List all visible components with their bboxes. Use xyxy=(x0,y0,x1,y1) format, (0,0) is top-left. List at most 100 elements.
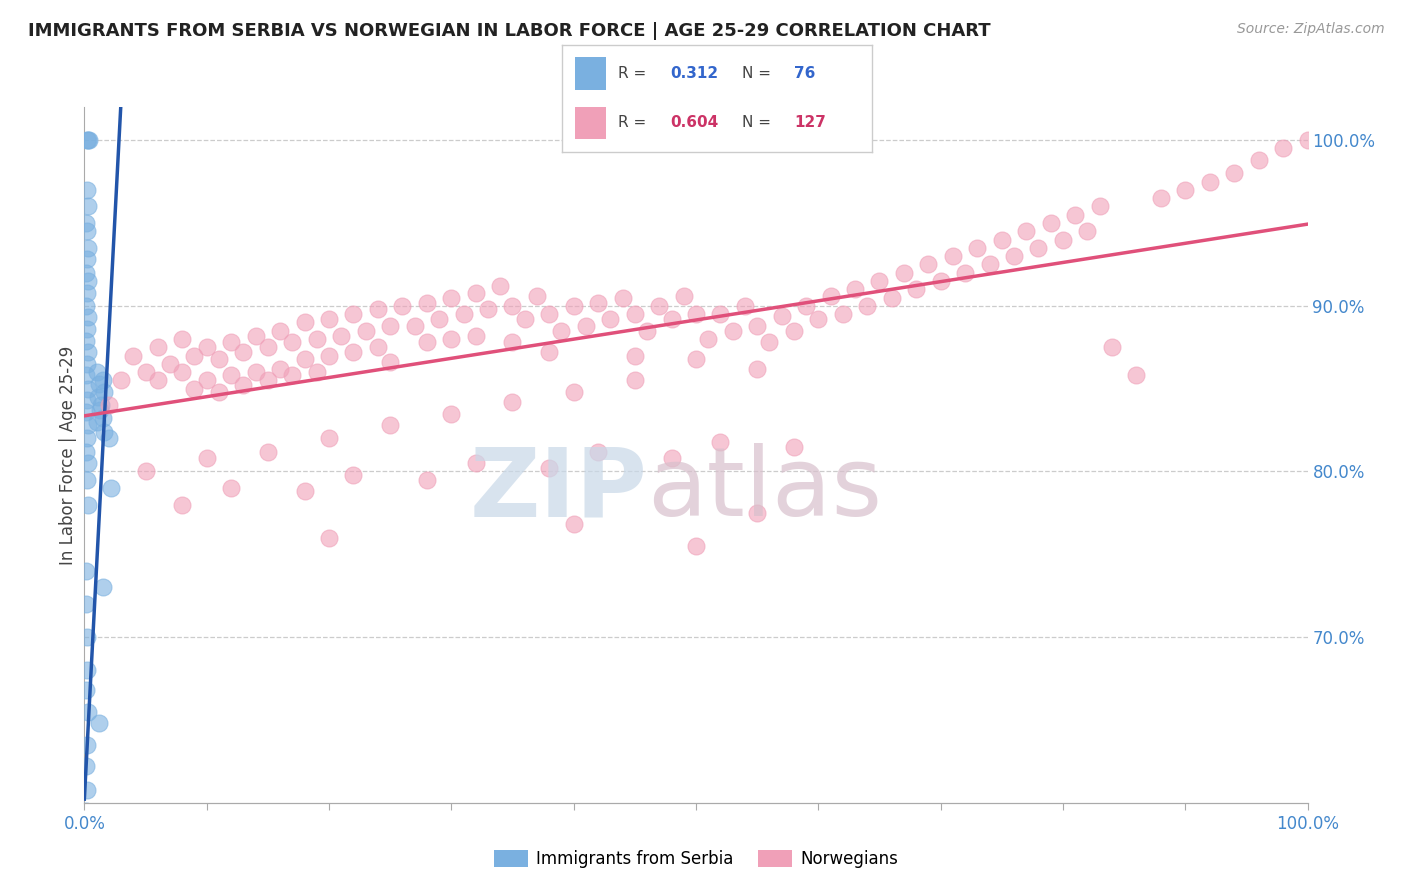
Point xyxy=(991,233,1014,247)
Point xyxy=(856,299,879,313)
Point xyxy=(76,738,98,752)
Text: ZIP: ZIP xyxy=(470,443,647,536)
Point xyxy=(183,382,205,396)
Point xyxy=(440,407,463,421)
Point xyxy=(489,279,512,293)
Point xyxy=(966,241,988,255)
Point xyxy=(77,241,100,255)
Point xyxy=(1088,199,1111,213)
Point xyxy=(1247,153,1270,167)
Point xyxy=(721,324,744,338)
Point xyxy=(550,324,572,338)
Point xyxy=(440,332,463,346)
Point xyxy=(75,334,97,348)
Point xyxy=(135,465,157,479)
Point xyxy=(318,349,340,363)
Point xyxy=(636,324,658,338)
Text: R =: R = xyxy=(619,115,651,130)
Point xyxy=(367,340,389,354)
Point xyxy=(75,444,97,458)
Point xyxy=(294,484,316,499)
Point xyxy=(91,581,114,595)
Point xyxy=(380,418,402,433)
Point xyxy=(91,411,114,425)
Point xyxy=(783,440,806,454)
Point xyxy=(747,506,769,520)
Point xyxy=(820,289,842,303)
Point xyxy=(135,365,157,379)
Point xyxy=(844,282,866,296)
Point xyxy=(305,332,328,346)
Point xyxy=(245,328,267,343)
Point xyxy=(146,373,169,387)
Point xyxy=(219,335,242,350)
Point xyxy=(89,403,111,417)
Bar xyxy=(575,107,606,139)
Point xyxy=(76,431,98,445)
Point xyxy=(281,368,304,383)
Point xyxy=(464,285,486,300)
Point xyxy=(538,461,561,475)
Point xyxy=(342,345,364,359)
Point xyxy=(380,318,402,333)
Point xyxy=(195,373,218,387)
Point xyxy=(624,349,647,363)
Point xyxy=(76,393,98,408)
Point xyxy=(831,307,853,321)
Point xyxy=(404,318,426,333)
Point xyxy=(562,517,585,532)
Point xyxy=(869,274,891,288)
Point xyxy=(172,498,194,512)
Point xyxy=(1174,183,1197,197)
Point xyxy=(87,716,110,731)
Point xyxy=(1101,340,1123,354)
Point xyxy=(75,804,97,818)
Point xyxy=(77,382,100,396)
Point xyxy=(342,467,364,482)
Point xyxy=(172,332,194,346)
Y-axis label: In Labor Force | Age 25-29: In Labor Force | Age 25-29 xyxy=(59,345,77,565)
Point xyxy=(783,324,806,338)
Point xyxy=(330,328,353,343)
Point xyxy=(1296,133,1319,147)
Point xyxy=(87,376,110,391)
Point xyxy=(76,782,98,797)
Point xyxy=(538,345,561,359)
Point xyxy=(942,249,965,263)
Point xyxy=(734,299,756,313)
Point xyxy=(758,335,780,350)
Text: 0.604: 0.604 xyxy=(671,115,718,130)
Point xyxy=(624,373,647,387)
Point xyxy=(76,473,98,487)
Point xyxy=(77,705,100,719)
Point xyxy=(76,630,98,644)
Point xyxy=(685,307,707,321)
Text: IMMIGRANTS FROM SERBIA VS NORWEGIAN IN LABOR FORCE | AGE 25-29 CORRELATION CHART: IMMIGRANTS FROM SERBIA VS NORWEGIAN IN L… xyxy=(28,22,991,40)
Point xyxy=(172,365,194,379)
Point xyxy=(257,340,280,354)
Point xyxy=(76,322,98,336)
Point xyxy=(100,481,122,495)
Point xyxy=(513,312,536,326)
Point xyxy=(77,274,100,288)
Point xyxy=(1015,224,1038,238)
Point xyxy=(747,361,769,376)
Point xyxy=(91,373,114,387)
Point xyxy=(294,315,316,329)
Point xyxy=(1039,216,1062,230)
Point xyxy=(648,299,671,313)
Point xyxy=(269,324,291,338)
Point xyxy=(75,216,97,230)
Point xyxy=(318,531,340,545)
Point xyxy=(318,312,340,326)
Point xyxy=(76,133,98,147)
Point xyxy=(794,299,817,313)
Text: atlas: atlas xyxy=(647,443,882,536)
Text: 0.312: 0.312 xyxy=(671,66,718,81)
Point xyxy=(612,291,634,305)
Point xyxy=(86,415,108,429)
Point xyxy=(86,365,108,379)
Point xyxy=(685,539,707,553)
Point xyxy=(87,390,110,404)
Point xyxy=(747,318,769,333)
